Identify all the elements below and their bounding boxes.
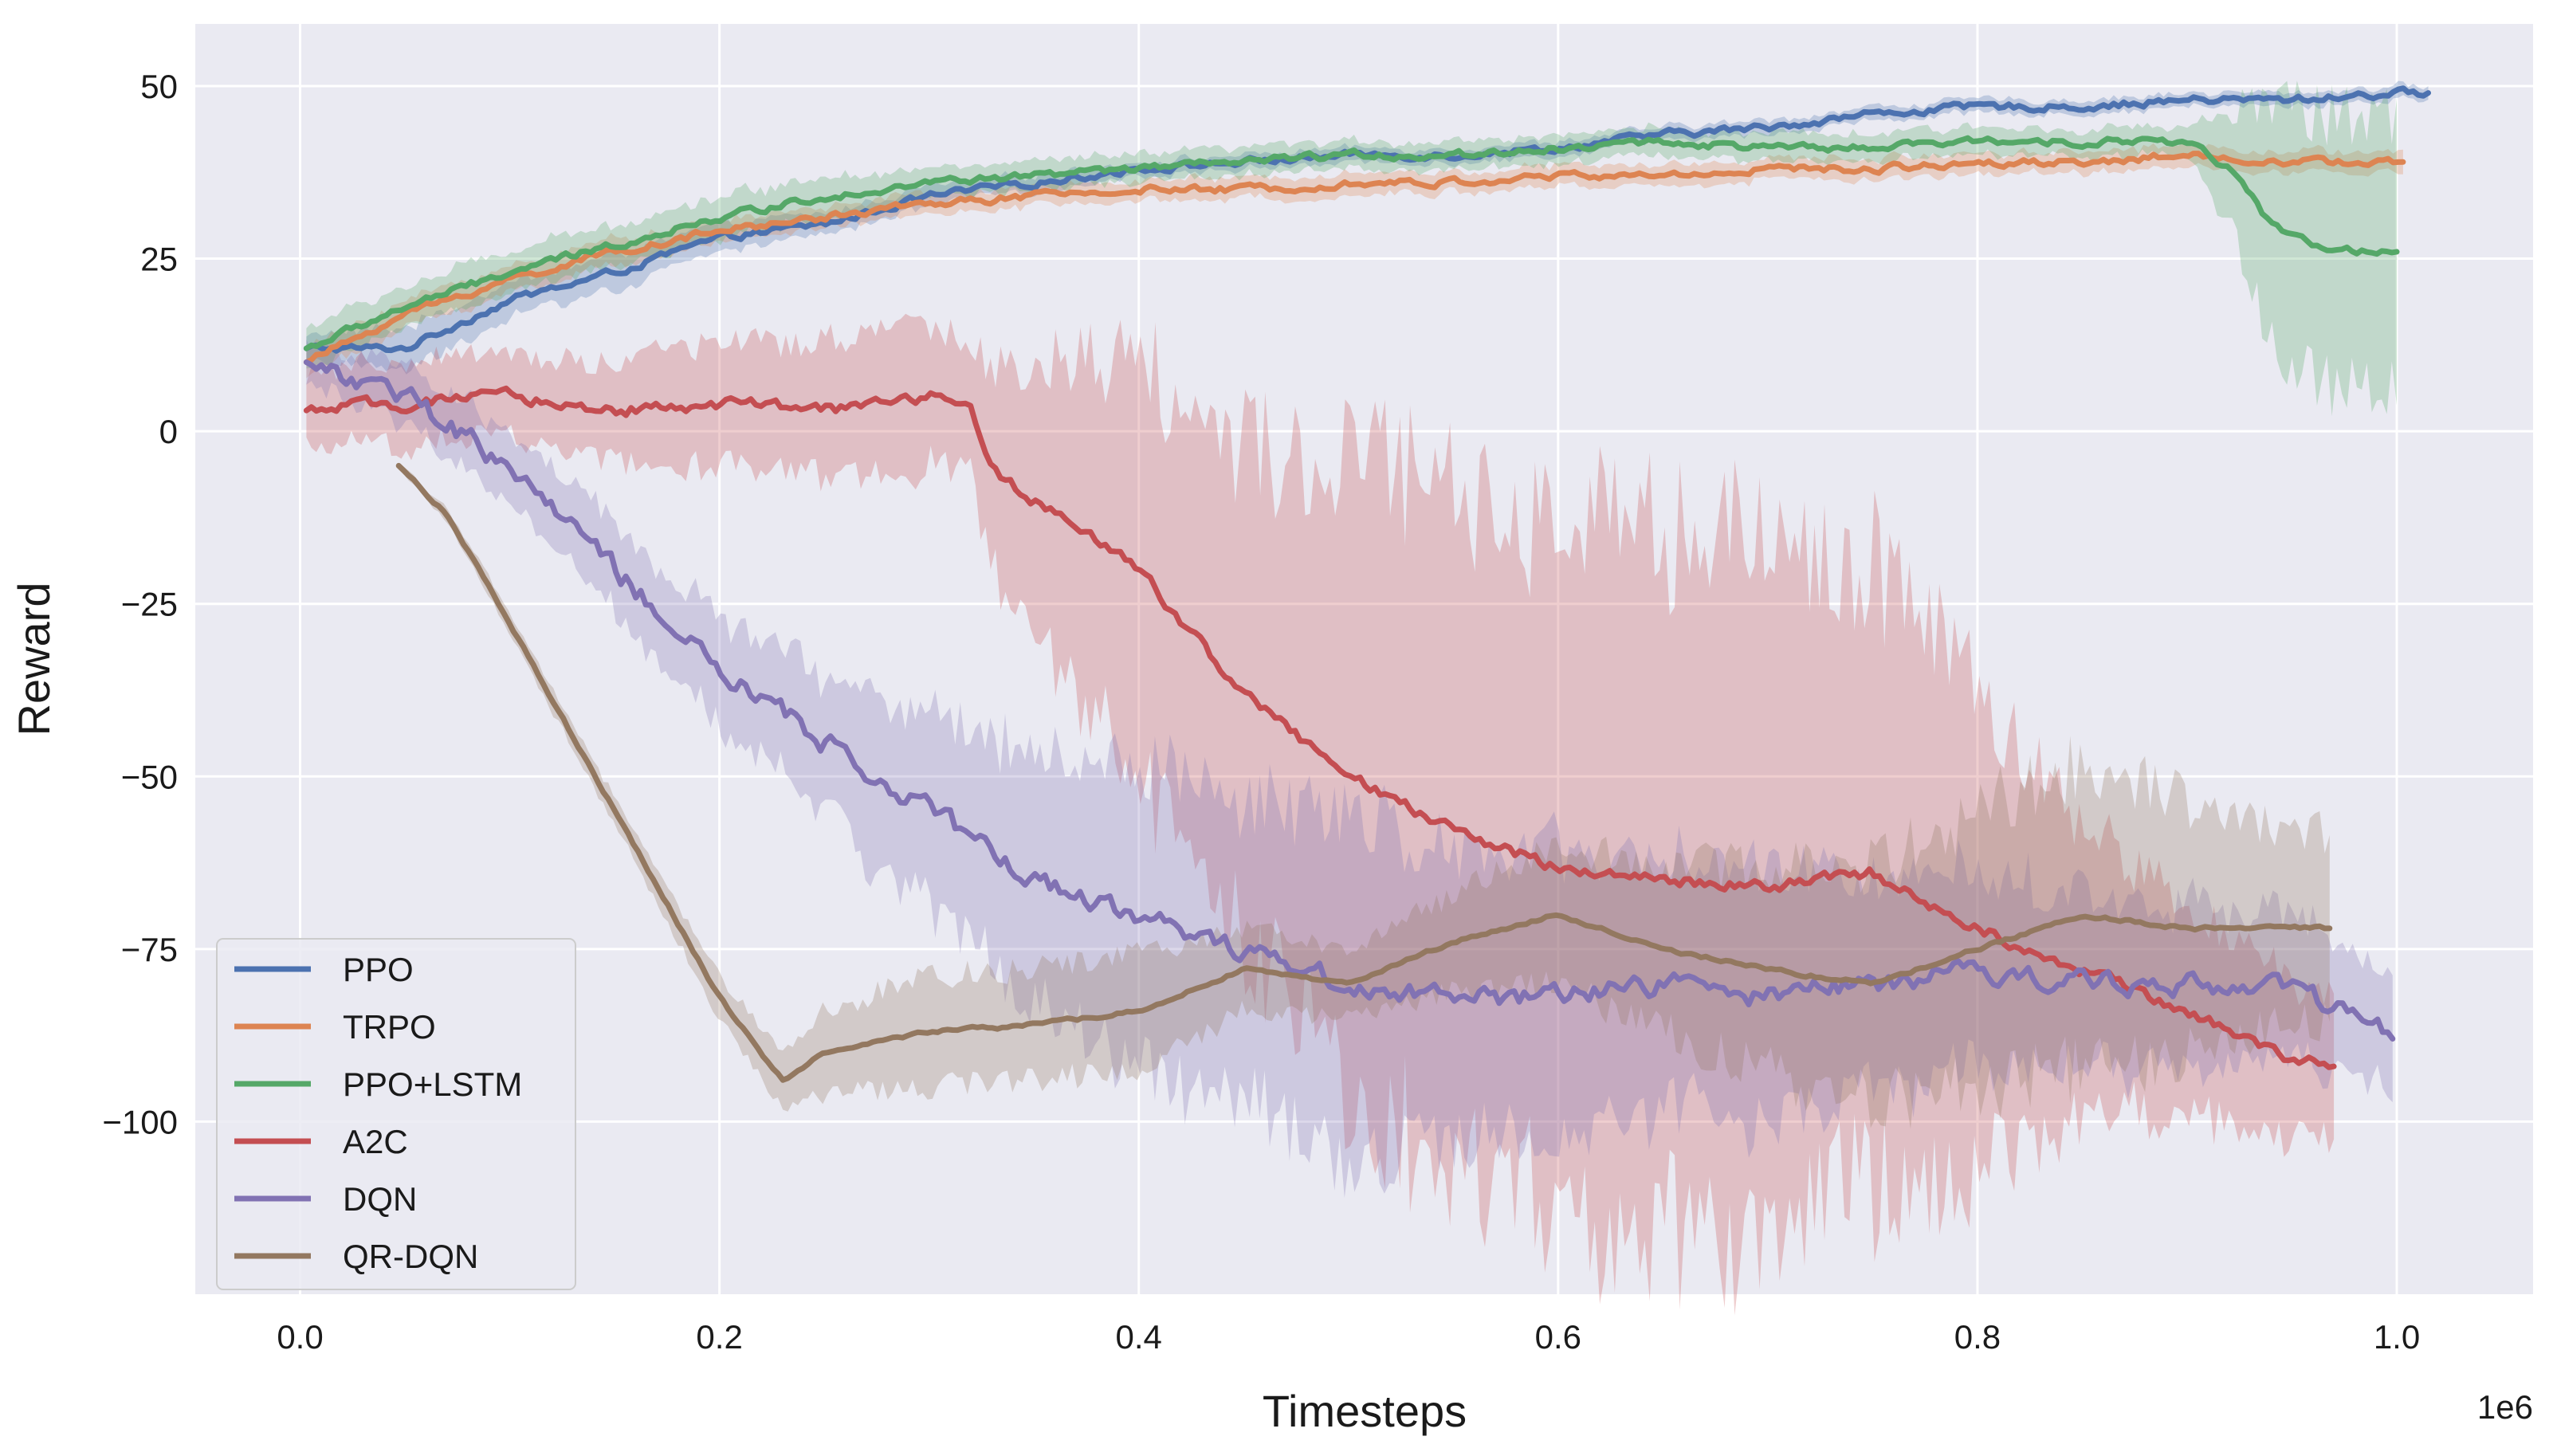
x-axis-title: Timesteps [1263,1386,1467,1436]
legend-item: DQN [234,1180,417,1218]
x-tick-label: 0.2 [696,1318,742,1356]
series-band-ppo-lstm [306,80,2398,417]
legend-item: PPO+LSTM [234,1066,522,1103]
y-tick-labels: 50 25 0 −25 −50 −75 −100 [102,68,178,1140]
legend-item: A2C [234,1123,408,1160]
y-tick-label: −100 [102,1103,178,1140]
x-tick-label: 0.0 [277,1318,323,1356]
legend-label: DQN [343,1180,417,1218]
legend-label: QR-DQN [343,1238,478,1275]
legend: PPO TRPO PPO+LSTM A2C DQN QR-DQN [216,938,576,1290]
x-tick-label: 0.6 [1535,1318,1581,1356]
series-band-qr-dqn [399,462,2330,1129]
series-band-trpo [306,141,2403,379]
x-offset-label: 1e6 [2477,1388,2533,1426]
series-band-ppo [306,80,2429,375]
legend-item: TRPO [234,1008,436,1046]
legend-frame [216,938,576,1290]
plot-area [195,24,2533,1294]
y-tick-label: −50 [121,758,178,795]
series-line-trpo [303,151,2406,365]
x-tick-labels: 0.0 0.2 0.4 0.6 0.8 1.0 [277,1318,2420,1356]
x-tick-label: 0.4 [1116,1318,1162,1356]
y-tick-label: 50 [140,68,178,105]
legend-item: QR-DQN [234,1238,478,1275]
legend-label: A2C [343,1123,408,1160]
legend-item: PPO [234,951,414,988]
series-line-dqn [303,359,2396,1042]
legend-label: TRPO [343,1008,436,1046]
series-line-a2c [303,385,2337,1070]
x-tick-label: 1.0 [2374,1318,2420,1356]
legend-label: PPO+LSTM [343,1066,522,1103]
x-tick-label: 0.8 [1954,1318,2001,1356]
y-tick-label: −25 [121,586,178,623]
line-layer [303,85,2431,1083]
series-band-a2c [306,313,2335,1316]
y-axis-title: Reward [9,583,59,736]
series-line-ppo-lstm [303,135,2400,351]
series-line-qr-dqn [395,462,2333,1083]
legend-label: PPO [343,951,414,988]
y-tick-label: 25 [140,241,178,278]
y-tick-label: 0 [159,413,178,450]
legend-items: PPO TRPO PPO+LSTM A2C DQN QR-DQN [234,951,522,1275]
y-tick-label: −75 [121,931,178,968]
